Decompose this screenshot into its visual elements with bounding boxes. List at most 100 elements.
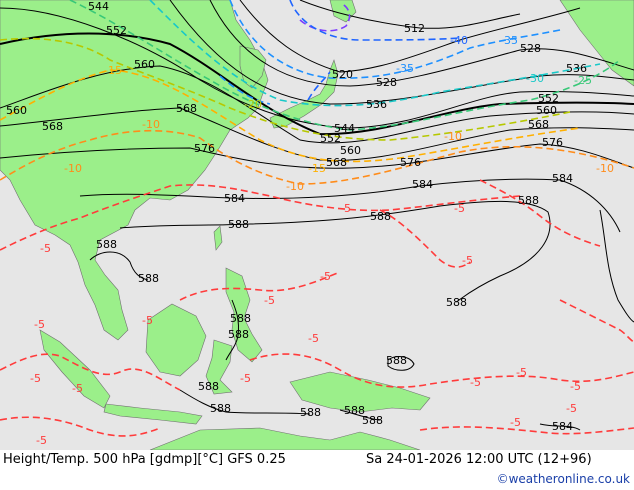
height-label: 536 <box>366 98 387 111</box>
height-label: 560 <box>340 144 361 157</box>
temp-neg5-a <box>0 184 521 251</box>
contour-512 <box>299 0 521 29</box>
temp-label: -10 <box>596 162 614 175</box>
height-label: 584 <box>552 172 573 185</box>
height-label: 588 <box>138 272 159 285</box>
temp-label: -30 <box>526 72 544 85</box>
temp-neg35-a <box>229 0 561 80</box>
temp-neg5-c <box>179 271 341 301</box>
land-java <box>103 403 203 425</box>
height-label: 552 <box>538 92 559 105</box>
temp-label: -5 <box>40 242 51 255</box>
temp-label: -10 <box>64 162 82 175</box>
temp-neg5-g <box>419 426 634 435</box>
contour-588-main <box>119 200 551 303</box>
height-label: 568 <box>176 102 197 115</box>
contour-544 <box>0 7 634 129</box>
temp-label: -35 <box>396 62 414 75</box>
map-footer: Height/Temp. 500 hPa [gdmp][°C] GFS 0.25… <box>0 450 634 490</box>
temp-label: -5 <box>34 318 45 331</box>
height-label: 584 <box>552 420 573 433</box>
contour-560 <box>0 65 634 144</box>
temp-label: -25 <box>574 74 592 87</box>
height-label: 588 <box>210 402 231 415</box>
land-australia-north <box>149 427 421 451</box>
map-datetime: Sa 24-01-2026 12:00 UTC (12+96) <box>366 452 592 467</box>
temp-neg30 <box>149 0 601 107</box>
temp-label: -5 <box>264 294 275 307</box>
temp-label: -5 <box>510 416 521 429</box>
height-label: 588 <box>300 406 321 419</box>
temp-label: -10 <box>142 118 160 131</box>
height-label: 552 <box>106 24 127 37</box>
contour-584 <box>79 178 621 233</box>
weather-map: 544 552 560 568 576 584 588 512 520 528 … <box>0 0 634 451</box>
height-label: 512 <box>404 22 425 35</box>
height-label: 588 <box>446 296 467 309</box>
contour-568 <box>0 107 634 161</box>
map-title: Height/Temp. 500 hPa [gdmp][°C] GFS 0.25 <box>3 452 286 467</box>
temp-label: -5 <box>516 366 527 379</box>
temp-neg5-d <box>379 209 471 268</box>
contour-528 <box>209 0 634 87</box>
temp-neg15 <box>0 69 581 163</box>
temp-label: -5 <box>570 380 581 393</box>
height-label: 560 <box>6 104 27 117</box>
temp-label: -5 <box>36 434 47 447</box>
height-label: 552 <box>320 132 341 145</box>
temp-neg20 <box>0 37 571 141</box>
contour-588-phil <box>225 299 239 361</box>
temp-label: -35 <box>500 34 518 47</box>
height-label: 588 <box>198 380 219 393</box>
contour-588-png <box>339 409 381 421</box>
height-labels: 544 552 560 568 576 584 588 512 520 528 … <box>6 0 587 433</box>
height-label: 588 <box>370 210 391 223</box>
height-label: 576 <box>400 156 421 169</box>
height-label: 576 <box>542 136 563 149</box>
temp-neg5-h <box>559 299 634 343</box>
temp-label: -20 <box>244 98 262 111</box>
height-label: 568 <box>326 156 347 169</box>
contour-536 <box>169 0 634 105</box>
temp-label: -5 <box>240 372 251 385</box>
temp-label: -5 <box>470 376 481 389</box>
temp-neg40-b <box>307 71 331 101</box>
temp-neg5-b <box>0 353 181 391</box>
land-sumatra <box>39 329 111 409</box>
temperature-labels: -40 -35 -35 -30 -25 -20 -15 -15 -10 -10 … <box>30 34 614 447</box>
land-japan-honshu <box>269 59 339 129</box>
contour-576 <box>0 143 634 169</box>
temp-neg5-e <box>249 353 634 388</box>
temp-label: -5 <box>340 202 351 215</box>
height-label: 576 <box>194 142 215 155</box>
temp-label: -5 <box>72 382 83 395</box>
temp-label: -5 <box>462 254 473 267</box>
land-philippines <box>225 267 263 363</box>
land-masses <box>0 0 634 451</box>
temp-neg40-a <box>289 0 461 41</box>
land-borneo <box>145 303 207 377</box>
temperature-contours <box>0 0 634 437</box>
height-label: 568 <box>42 120 63 133</box>
height-label: 528 <box>520 42 541 55</box>
temp-label: -40 <box>450 34 468 47</box>
temp-neg25 <box>69 0 621 131</box>
temp-label: -5 <box>566 402 577 415</box>
temp-label: -5 <box>30 372 41 385</box>
contour-588-sw <box>89 251 149 281</box>
height-label: 588 <box>230 312 251 325</box>
map-canvas: 544 552 560 568 576 584 588 512 520 528 … <box>0 0 634 451</box>
credit-link[interactable]: ©weatheronline.co.uk <box>496 472 630 486</box>
height-label: 520 <box>332 68 353 81</box>
contour-520 <box>239 0 581 73</box>
height-label: 528 <box>376 76 397 89</box>
height-label: 588 <box>386 354 407 367</box>
height-label: 588 <box>228 218 249 231</box>
contour-588-island <box>387 356 415 371</box>
temp-label: -15 <box>104 64 122 77</box>
height-label: 584 <box>412 178 433 191</box>
temp-label: -10 <box>444 130 462 143</box>
height-label: 544 <box>334 122 355 135</box>
temp-label: -5 <box>320 270 331 283</box>
contour-588-east <box>599 209 634 323</box>
